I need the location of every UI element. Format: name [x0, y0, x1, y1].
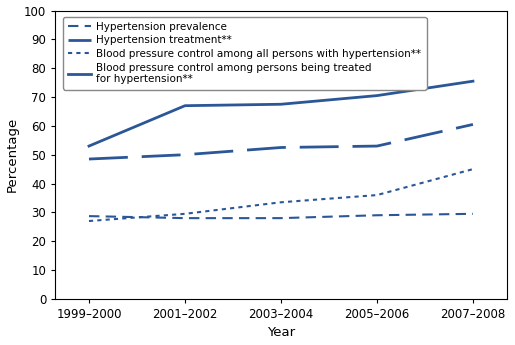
Y-axis label: Percentage: Percentage [6, 117, 19, 192]
Legend: Hypertension prevalence, Hypertension treatment**, Blood pressure control among : Hypertension prevalence, Hypertension tr… [63, 17, 426, 89]
X-axis label: Year: Year [267, 326, 295, 339]
